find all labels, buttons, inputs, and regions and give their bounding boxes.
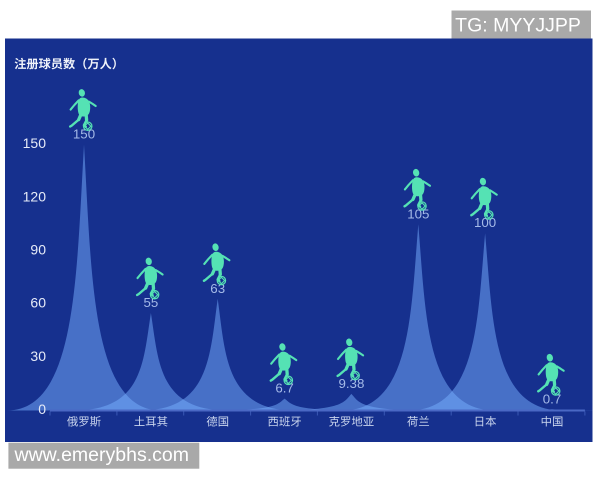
svg-text:120: 120 bbox=[23, 188, 47, 204]
svg-text:0: 0 bbox=[38, 401, 46, 417]
svg-text:30: 30 bbox=[30, 348, 46, 364]
svg-text:TG: MYYJJPP: TG: MYYJJPP bbox=[455, 15, 581, 37]
svg-text:90: 90 bbox=[30, 242, 46, 258]
svg-text:9.38: 9.38 bbox=[338, 376, 364, 391]
svg-text:www.emerybhs.com: www.emerybhs.com bbox=[14, 444, 189, 466]
svg-text:60: 60 bbox=[30, 295, 46, 311]
svg-text:150: 150 bbox=[23, 135, 47, 151]
